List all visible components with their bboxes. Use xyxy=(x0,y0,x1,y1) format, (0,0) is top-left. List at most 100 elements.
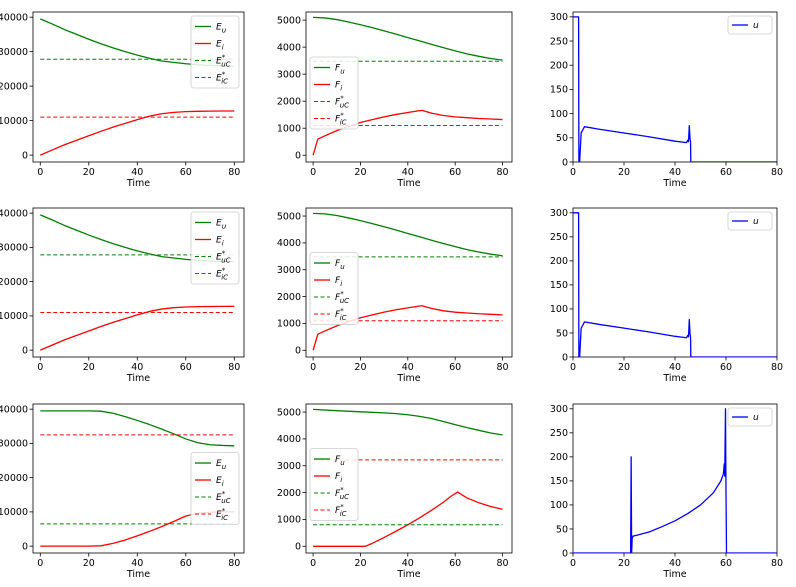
y-tick-label: 150 xyxy=(550,476,568,487)
y-tick-label: 4000 xyxy=(277,238,301,249)
y-tick-label: 4000 xyxy=(277,434,301,445)
legend-entry: F* uC xyxy=(335,95,349,110)
x-axis-label: Time xyxy=(662,178,686,189)
x-tick-label: 20 xyxy=(618,558,630,569)
legend-entry: Ei xyxy=(216,40,224,52)
axes-frame xyxy=(305,403,513,554)
x-tick-label: 20 xyxy=(83,558,95,569)
y-tick-label: 50 xyxy=(556,524,568,535)
x-axis-label: Time xyxy=(396,178,420,189)
legend-entry: E* uC xyxy=(216,250,231,265)
x-tick-label: 40 xyxy=(402,558,414,569)
x-tick-label: 0 xyxy=(310,558,316,569)
legend: u xyxy=(727,15,773,35)
y-tick-label: 0 xyxy=(562,157,568,168)
y-tick-label: 5000 xyxy=(277,211,301,222)
series-line-u xyxy=(573,212,777,357)
x-axis-label: Time xyxy=(662,373,686,384)
series-line-u xyxy=(573,16,777,162)
y-tick-label: 2000 xyxy=(277,96,301,107)
x-tick-label: 40 xyxy=(131,558,143,569)
chart-r2c1: 0 20 40 60 80 0 1000 2000 3000 4000 5000 Time Fu Fi F*… xyxy=(277,403,513,580)
x-axis-label: Time xyxy=(396,373,420,384)
legend-entry: F* uC xyxy=(335,486,349,501)
legend: u xyxy=(727,407,773,427)
x-axis-label: Time xyxy=(126,569,150,580)
y-tick-label: 200 xyxy=(550,256,568,267)
x-tick-label: 20 xyxy=(618,362,630,373)
x-tick-label: 80 xyxy=(228,362,240,373)
x-tick-label: 0 xyxy=(37,362,43,373)
x-tick-label: 0 xyxy=(310,167,316,178)
legend-entry: Eu xyxy=(216,23,227,35)
series-line-E-i xyxy=(40,110,235,156)
x-tick-label: 0 xyxy=(570,167,576,178)
y-tick-label: 5000 xyxy=(277,407,301,418)
legend: u xyxy=(727,211,773,231)
legend: Eu Ei E* uC E* iC xyxy=(190,452,240,525)
x-tick-label: 0 xyxy=(37,167,43,178)
series-line-E-u xyxy=(40,410,235,447)
x-tick-label: 20 xyxy=(354,362,366,373)
legend-entry: u xyxy=(753,217,759,227)
y-tick-label: 0 xyxy=(295,151,301,162)
y-tick-label: 0 xyxy=(295,542,301,553)
y-tick-label: 20000 xyxy=(0,473,28,484)
legend-entry: F* iC xyxy=(335,307,347,322)
series-line-E-i xyxy=(40,305,235,351)
legend: Eu Ei E* uC E* iC xyxy=(190,211,240,285)
x-tick-label: 60 xyxy=(180,167,192,178)
legend-entry: Ei xyxy=(216,236,224,248)
legend-entry: Fi xyxy=(335,81,342,93)
y-tick-label: 250 xyxy=(550,428,568,439)
legend-entry: E* iC xyxy=(216,71,228,86)
x-axis-label: Time xyxy=(126,178,150,189)
legend: Fu Fi F* uC F* iC xyxy=(309,252,359,325)
series-line-F-i xyxy=(312,305,503,351)
y-tick-label: 3000 xyxy=(277,69,301,80)
axes-frame xyxy=(32,403,245,554)
x-tick-label: 80 xyxy=(496,558,508,569)
x-tick-label: 80 xyxy=(771,558,783,569)
legend-entry: Eu xyxy=(216,219,227,231)
legend-box xyxy=(190,211,240,285)
y-tick-label: 3000 xyxy=(277,265,301,276)
legend-box xyxy=(727,407,773,427)
legend-entry: Fu xyxy=(335,259,345,271)
series-line-F-u xyxy=(313,408,503,436)
series-line-u xyxy=(573,408,777,553)
y-tick-label: 300 xyxy=(550,208,568,219)
y-tick-label: 20000 xyxy=(0,81,28,92)
legend-entry: Fu xyxy=(335,455,345,467)
x-tick-label: 60 xyxy=(720,167,732,178)
x-tick-label: 40 xyxy=(402,167,414,178)
x-tick-label: 40 xyxy=(402,362,414,373)
series-line-F-u xyxy=(313,16,503,61)
chart-r0c1: 0 20 40 60 80 0 1000 2000 3000 4000 5000 Time Fu Fi F*… xyxy=(277,11,513,189)
y-tick-label: 100 xyxy=(550,500,568,511)
legend: Fu Fi F* uC F* iC xyxy=(309,448,359,521)
x-tick-label: 0 xyxy=(37,558,43,569)
axes-frame xyxy=(305,207,513,358)
x-tick-label: 60 xyxy=(449,558,461,569)
chart-r0c2: 0 20 40 60 80 0 50 100 150 200 250 300 Time u xyxy=(550,11,783,189)
y-tick-label: 10000 xyxy=(0,311,28,322)
y-tick-label: 1000 xyxy=(277,515,301,526)
legend-entry: E* uC xyxy=(216,490,231,505)
legend-entry: Ei xyxy=(216,476,224,488)
x-tick-label: 40 xyxy=(131,167,143,178)
y-tick-label: 2000 xyxy=(277,292,301,303)
x-tick-label: 0 xyxy=(570,362,576,373)
y-tick-label: 0 xyxy=(562,548,568,559)
y-tick-label: 50 xyxy=(556,328,568,339)
y-tick-label: 100 xyxy=(550,109,568,120)
y-tick-label: 40000 xyxy=(0,404,28,415)
x-tick-label: 80 xyxy=(771,167,783,178)
y-tick-label: 30000 xyxy=(0,243,28,254)
series-line-F-i xyxy=(312,109,503,156)
legend-box xyxy=(190,15,240,89)
x-tick-label: 20 xyxy=(618,167,630,178)
x-tick-label: 20 xyxy=(354,167,366,178)
y-tick-label: 5000 xyxy=(277,15,301,26)
legend-entry: E* uC xyxy=(216,54,231,69)
